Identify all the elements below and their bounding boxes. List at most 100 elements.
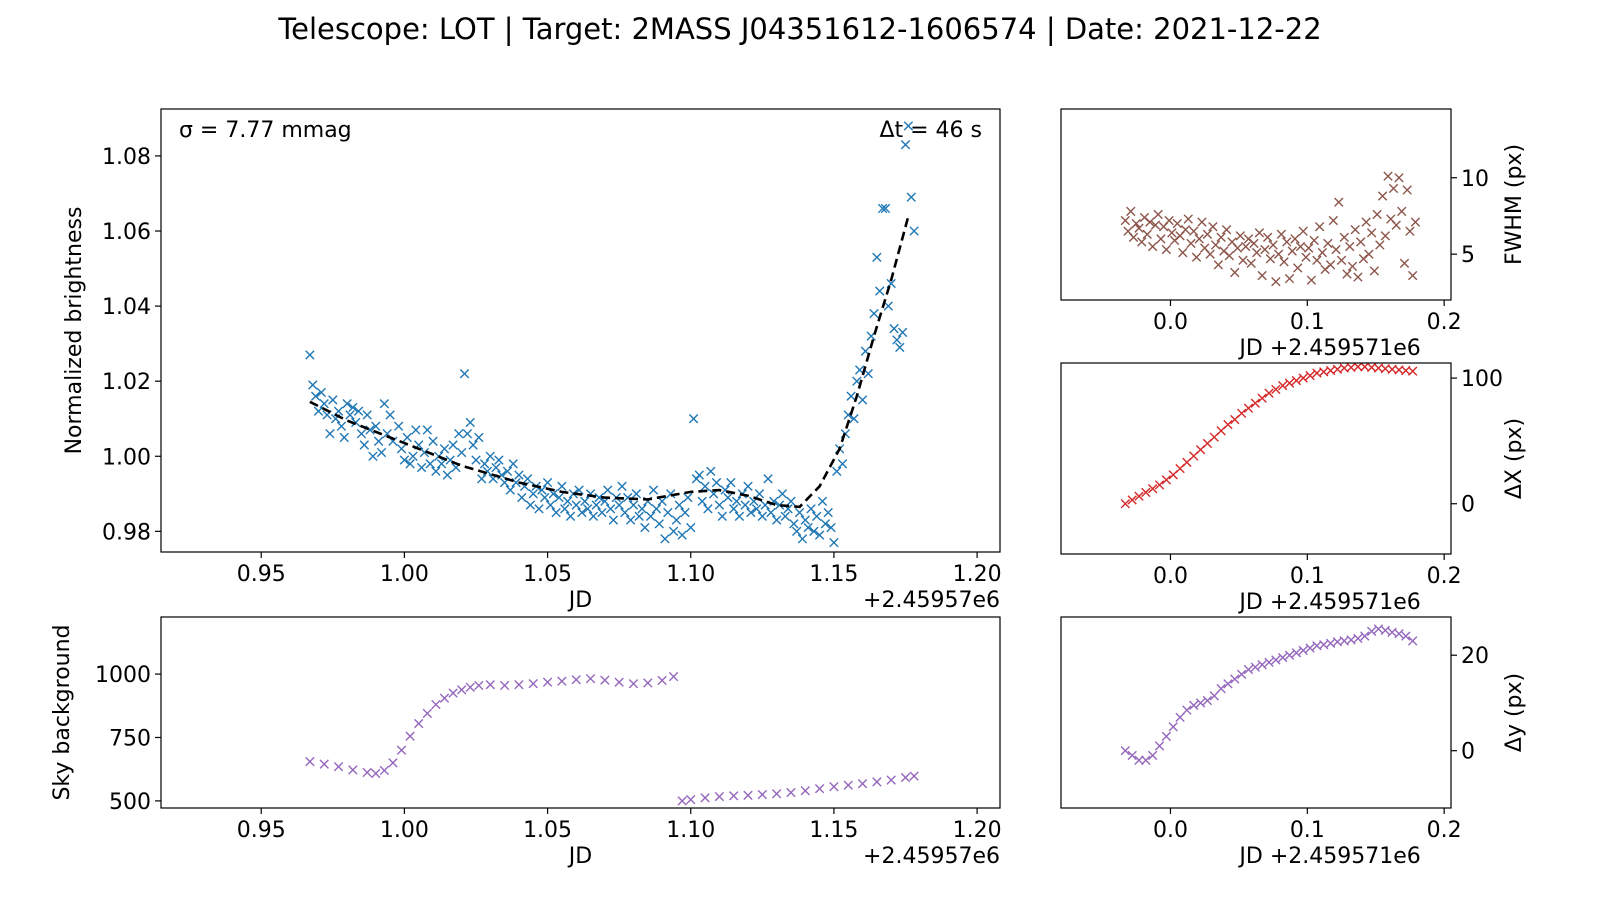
lightcurve-point <box>823 507 833 518</box>
dx-xtick-label: 0.1 <box>1290 564 1325 589</box>
sky-point <box>743 790 753 801</box>
lightcurve-point <box>525 500 536 510</box>
sky-point <box>305 756 315 767</box>
fwhm-point <box>1309 235 1319 246</box>
sky-point <box>872 777 882 787</box>
lightcurve-point <box>697 496 707 507</box>
dx-point <box>1236 408 1247 418</box>
dy-point <box>1250 662 1261 672</box>
dx-ytick-label: 100 <box>1461 367 1503 392</box>
dy-point <box>1305 643 1315 653</box>
lightcurve-point <box>686 522 696 533</box>
lightcurve-point <box>711 477 722 488</box>
lightcurve-point <box>723 492 733 503</box>
fwhm-point <box>1224 250 1235 261</box>
dx-xtick-label: 0.2 <box>1427 564 1462 589</box>
lightcurve-point <box>786 496 796 507</box>
dy-point <box>1127 750 1137 761</box>
dx-point <box>1305 370 1315 381</box>
fwhm-point <box>1251 247 1262 258</box>
fwhm-point <box>1268 240 1278 250</box>
sky-point <box>319 759 329 769</box>
dy-point <box>1147 750 1158 761</box>
dy-point <box>1291 648 1302 658</box>
dy-xtick-label: 0.2 <box>1427 818 1462 843</box>
lightcurve-frame <box>160 108 1001 553</box>
dy-point <box>1209 691 1219 701</box>
lightcurve-point <box>560 504 570 514</box>
lightcurve-point <box>548 489 558 499</box>
sky-point <box>843 780 853 790</box>
sky-point <box>614 677 624 687</box>
figure-title: Telescope: LOT | Target: 2MASS J04351612… <box>278 12 1322 46</box>
lightcurve-point <box>554 492 564 503</box>
lightcurve-point <box>468 440 478 450</box>
fwhm-point <box>1260 244 1270 255</box>
dy-point <box>1298 645 1308 656</box>
lightcurve-point <box>849 414 859 424</box>
lightcurve-ytick-label: 0.98 <box>102 520 151 545</box>
dy-points <box>1120 624 1418 765</box>
dx-point <box>1284 378 1295 388</box>
lightcurve-point <box>751 504 762 514</box>
sky-point <box>800 786 810 796</box>
lightcurve-xtick-label: 1.10 <box>666 562 715 587</box>
sky-point <box>448 688 458 698</box>
fwhm-point <box>1276 229 1287 239</box>
lightcurve-point <box>339 432 349 443</box>
lightcurve-point <box>774 500 785 510</box>
sky-point <box>571 674 581 685</box>
fwhm-point <box>1241 241 1251 252</box>
lightcurve-point <box>634 511 644 522</box>
lightcurve-point <box>837 459 848 469</box>
dy-point <box>1216 683 1226 694</box>
dy-point <box>1195 698 1206 708</box>
dy-point <box>1271 655 1281 665</box>
lightcurve-point <box>336 421 347 431</box>
dx-point <box>1277 380 1288 391</box>
fwhm-point <box>1295 241 1306 252</box>
lightcurve-point <box>425 459 435 469</box>
fwhm-points <box>1120 171 1421 287</box>
sky-point <box>333 761 344 772</box>
dy-point <box>1223 679 1233 689</box>
lightcurve-point <box>872 252 882 262</box>
lightcurve-point <box>880 203 891 214</box>
fwhm-point <box>1375 240 1385 250</box>
lightcurve-point <box>534 504 544 514</box>
lightcurve-ytick-label: 1.04 <box>102 295 151 320</box>
lightcurve-point <box>763 474 773 484</box>
fwhm-point <box>1257 270 1267 281</box>
sky-point <box>474 680 484 691</box>
lightcurve-point <box>900 139 911 150</box>
lightcurve-point <box>631 489 642 499</box>
fwhm-ylabel: FWHM (px) <box>1502 144 1527 265</box>
fwhm-point <box>1377 191 1388 201</box>
lightcurve-point <box>565 511 576 522</box>
sky-frame <box>160 616 1001 809</box>
fwhm-point <box>1254 228 1265 238</box>
lightcurve-point <box>791 526 802 537</box>
lightcurve-point <box>385 410 395 420</box>
lightcurve-point <box>832 466 842 476</box>
lightcurve-xtick-label: 1.00 <box>380 562 429 587</box>
lightcurve-point <box>651 504 662 514</box>
dx-point <box>1250 398 1261 408</box>
dy-xtick-label: 0.1 <box>1290 818 1325 843</box>
dy-point <box>1407 636 1418 646</box>
lightcurve-point <box>625 515 636 525</box>
fwhm-point <box>1282 237 1292 247</box>
fwhm-point <box>1150 220 1161 230</box>
dy-point <box>1141 755 1151 765</box>
lightcurve-point <box>308 380 318 390</box>
lightcurve-point <box>671 515 682 525</box>
fwhm-point <box>1298 226 1308 236</box>
fwhm-point <box>1279 257 1289 267</box>
lightcurve-point <box>577 507 587 518</box>
sky-point <box>757 789 768 800</box>
dy-point <box>1264 657 1274 668</box>
fwhm-point <box>1137 237 1147 247</box>
sky-point <box>456 685 467 695</box>
lightcurve-point <box>517 492 527 503</box>
